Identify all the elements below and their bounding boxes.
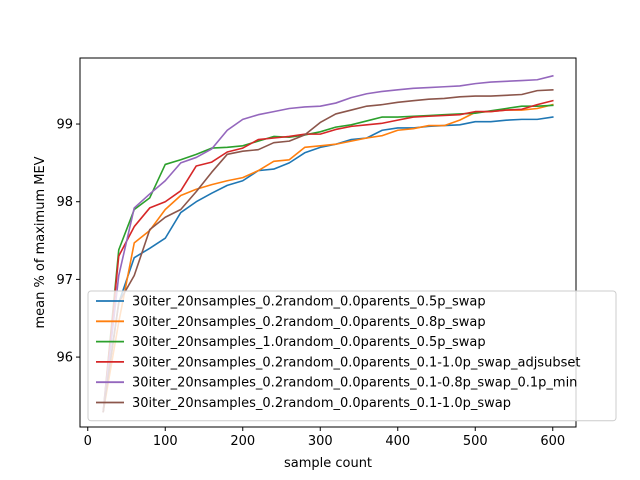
- x-axis: 0 100 200 300 400 500 600: [84, 427, 565, 449]
- series-line-5: [102, 74, 554, 413]
- y-tick-label: 97: [56, 273, 73, 288]
- legend-entry-label: 30iter_20nsamples_0.2random_0.0parents_0…: [132, 315, 486, 330]
- legend: 30iter_20nsamples_0.2random_0.0parents_0…: [87, 290, 617, 422]
- x-tick-label: 100: [153, 434, 178, 449]
- y-tick-label: 96: [56, 351, 73, 366]
- series-line-3: [102, 104, 554, 413]
- legend-entry-label: 30iter_20nsamples_0.2random_0.0parents_0…: [132, 355, 580, 370]
- legend-entry-label: 30iter_20nsamples_0.2random_0.0parents_0…: [132, 295, 486, 310]
- series-line-4: [102, 99, 554, 413]
- x-tick-label: 300: [308, 434, 333, 449]
- y-axis-label: mean % of maximum MEV: [33, 156, 48, 328]
- plot-frame: [79, 57, 577, 428]
- series-layer: [102, 74, 554, 413]
- legend-entry-label: 30iter_20nsamples_0.2random_0.0parents_0…: [132, 396, 511, 411]
- series-line-6: [102, 89, 554, 413]
- x-tick-label: 500: [463, 434, 488, 449]
- x-tick-label: 200: [230, 434, 255, 449]
- x-tick-label: 0: [84, 434, 92, 449]
- y-tick-label: 98: [56, 195, 73, 210]
- y-axis: 96 97 98 99: [56, 118, 80, 366]
- legend-box: [87, 290, 617, 422]
- x-axis-label: sample count: [284, 456, 372, 471]
- legend-entry-label: 30iter_20nsamples_1.0random_0.0parents_0…: [132, 335, 486, 350]
- y-tick-label: 99: [56, 118, 73, 133]
- x-tick-label: 400: [385, 434, 410, 449]
- legend-entry-label: 30iter_20nsamples_0.2random_0.0parents_0…: [132, 376, 577, 391]
- x-tick-label: 600: [540, 434, 565, 449]
